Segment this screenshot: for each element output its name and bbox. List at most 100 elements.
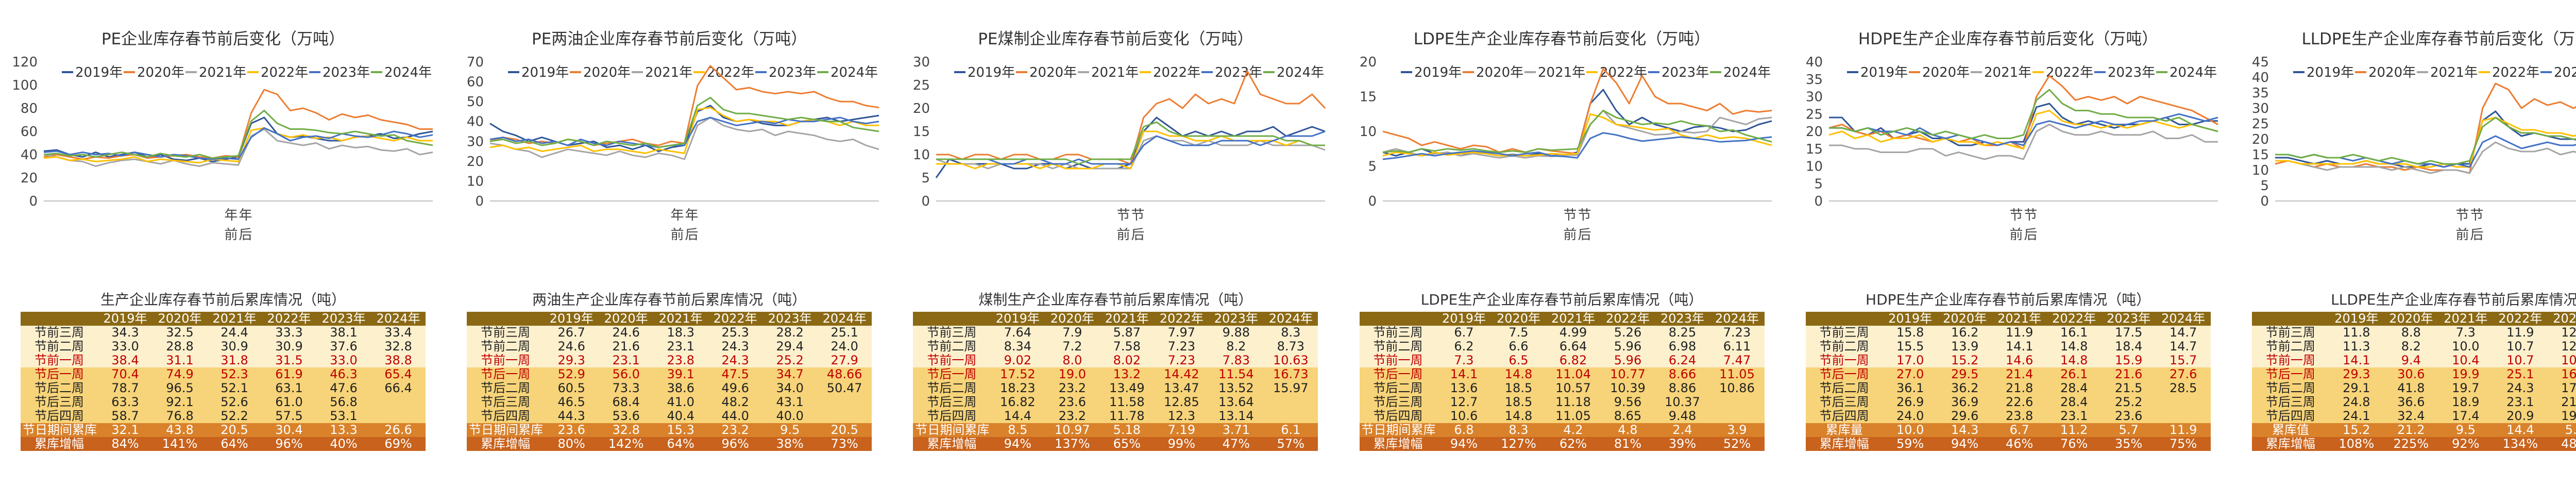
table-cell: 13.6: [1436, 381, 1492, 395]
table-cell: 7.64: [990, 326, 1045, 340]
row-label: 节前二周: [913, 340, 991, 354]
series-line-2024年: [936, 121, 1326, 165]
table-cell: 29.4: [762, 340, 818, 354]
table-row: 节前三周 15.8 16.2 11.9 16.1 17.5 14.7: [1805, 326, 2211, 340]
row-label: 节后二周: [1359, 381, 1437, 395]
header-cell: 2022年: [708, 312, 763, 326]
table-cell: 31.5: [262, 354, 316, 367]
table-row: 节后二周 13.6 18.5 10.57 10.39 8.86 10.86: [1359, 381, 1765, 395]
table-cell: [1709, 409, 1765, 423]
legend-label: 2020年: [137, 65, 184, 80]
y-tick-label: 20: [1806, 124, 1823, 140]
header-cell: 2021年: [1099, 312, 1155, 326]
header-cell: [21, 312, 98, 326]
table-cell: 52.2: [207, 409, 262, 423]
table-cell: 13.47: [1154, 381, 1209, 395]
table-cell: 13.49: [1099, 381, 1155, 395]
table-cell: 11.78: [1099, 409, 1155, 423]
chart-panel: HDPE生产企业库存春节前后变化（万吨） 0 5 10 15 20 25 30 35 40 2019…: [1785, 0, 2231, 487]
stats-table: 2019年2020年2021年2022年2023年2024年节前三周11.88.…: [2251, 312, 2576, 451]
series-line-2022年: [1828, 110, 2218, 150]
table-cell: 11.2: [2046, 423, 2102, 437]
table-row: 节前二周 15.5 13.9 14.1 14.8 18.4 14.7: [1805, 340, 2211, 354]
table-cell: 36.9: [1937, 395, 1992, 409]
legend-label: 2019年: [75, 65, 123, 80]
row-label: 节日期间累库: [21, 423, 98, 437]
table-cell: 24.6: [599, 326, 654, 340]
table-title: 生产企业库存春节前后累库情况（吨）: [100, 291, 346, 308]
table-cell: 21.8: [1992, 381, 2047, 395]
table-cell: 14.7: [2156, 340, 2211, 354]
series-line-2022年: [489, 107, 879, 154]
row-label: 累库增幅: [1359, 437, 1437, 451]
table-cell: 24.8: [2329, 395, 2384, 409]
table-cell: 7.23: [1154, 354, 1209, 367]
y-tick-label: 40: [1806, 55, 1823, 70]
table-cell: 9.02: [990, 354, 1045, 367]
table-cell: 73.3: [599, 381, 654, 395]
table-row: 节前三周 7.64 7.9 5.87 7.97 9.88 8.3: [913, 326, 1318, 340]
table-cell: 7.2: [1045, 340, 1100, 354]
table-cell: 7.58: [1099, 340, 1155, 354]
header-cell: 2022年: [262, 312, 316, 326]
stats-table: 2019年 2020年 2021年 2022年 2023年 2024年 节前三周 34.3 32…: [21, 312, 426, 451]
table-cell: 23.2: [1045, 409, 1100, 423]
table-cell: 25.2: [2101, 395, 2156, 409]
row-label: 节后四周: [467, 409, 545, 423]
table-cell: 52.9: [544, 367, 599, 381]
table-row: 节后四周 58.7 76.8 52.2 57.5 53.1: [21, 409, 426, 423]
row-label: 节后三周: [1805, 395, 1883, 409]
y-tick-label: 40: [21, 147, 38, 163]
series-line-2019年: [2275, 110, 2576, 168]
table-cell: 11.05: [1709, 367, 1765, 381]
table-cell: 7.83: [1209, 354, 1264, 367]
row-label: 节前三周: [467, 326, 545, 340]
table-cell: 5.7: [2101, 423, 2156, 437]
chart-title: PE煤制企业库存春节前后变化（万吨）: [978, 30, 1253, 48]
table-cell: 7.3: [1436, 354, 1492, 367]
legend-label: 2024年: [831, 65, 878, 80]
table-cell: 50.47: [817, 381, 872, 395]
table-cell: 94%: [1937, 437, 1992, 451]
row-label: 节后四周: [1805, 409, 1883, 423]
header-cell: 2020年: [152, 312, 207, 326]
table-row: 节前三周 34.3 32.5 24.4 33.3 38.1 33.4: [21, 326, 426, 340]
y-tick-label: 5: [1814, 176, 1823, 192]
table-cell: 7.47: [1709, 354, 1765, 367]
table-cell: 60.5: [544, 381, 599, 395]
table-cell: [1263, 395, 1318, 409]
y-tick-label: 0: [1814, 194, 1823, 209]
table-row: 节前二周 6.2 6.6 6.64 5.96 6.98 6.11: [1359, 340, 1765, 354]
y-tick-label: 0: [1368, 194, 1377, 209]
y-tick-label: 10: [1359, 124, 1376, 140]
row-label: 累库值: [2251, 423, 2329, 437]
header-cell: 2020年: [2383, 312, 2438, 326]
table-cell: 9.56: [1600, 395, 1655, 409]
x-tick-label: 前: [2455, 227, 2469, 243]
table-cell: 23.8: [1992, 409, 2047, 423]
legend-label: 2023年: [323, 65, 370, 80]
table-cell: 27.9: [817, 354, 872, 367]
legend-label: 2021年: [1984, 65, 2031, 80]
table-cell: 8.73: [1263, 340, 1318, 354]
table-cell: [2156, 409, 2211, 423]
y-tick-label: 25: [2252, 116, 2269, 132]
table-cell: 23.1: [599, 354, 654, 367]
table-cell: 19.8: [2547, 409, 2576, 423]
legend-label: 2023年: [1662, 65, 1709, 80]
header-cell: [1359, 312, 1437, 326]
table-cell: 76%: [2046, 437, 2102, 451]
table-cell: 65.4: [371, 367, 426, 381]
x-tick-label: 年: [224, 208, 238, 223]
header-cell: 2021年: [653, 312, 708, 326]
header-cell: 2024年: [1263, 312, 1318, 326]
table-cell: 25.2: [762, 354, 818, 367]
table-cell: 14.8: [2046, 354, 2102, 367]
table-row: 节后三周 63.3 92.1 52.6 61.0 56.8: [21, 395, 426, 409]
table-row: 累库增幅 59% 94% 46% 76% 35% 75%: [1805, 437, 2211, 451]
table-cell: 21.6: [2101, 367, 2156, 381]
y-tick-label: 20: [913, 101, 930, 116]
legend-label: 2019年: [2307, 65, 2354, 80]
table-row: 节后四周 44.3 53.6 40.4 44.0 40.0: [467, 409, 872, 423]
